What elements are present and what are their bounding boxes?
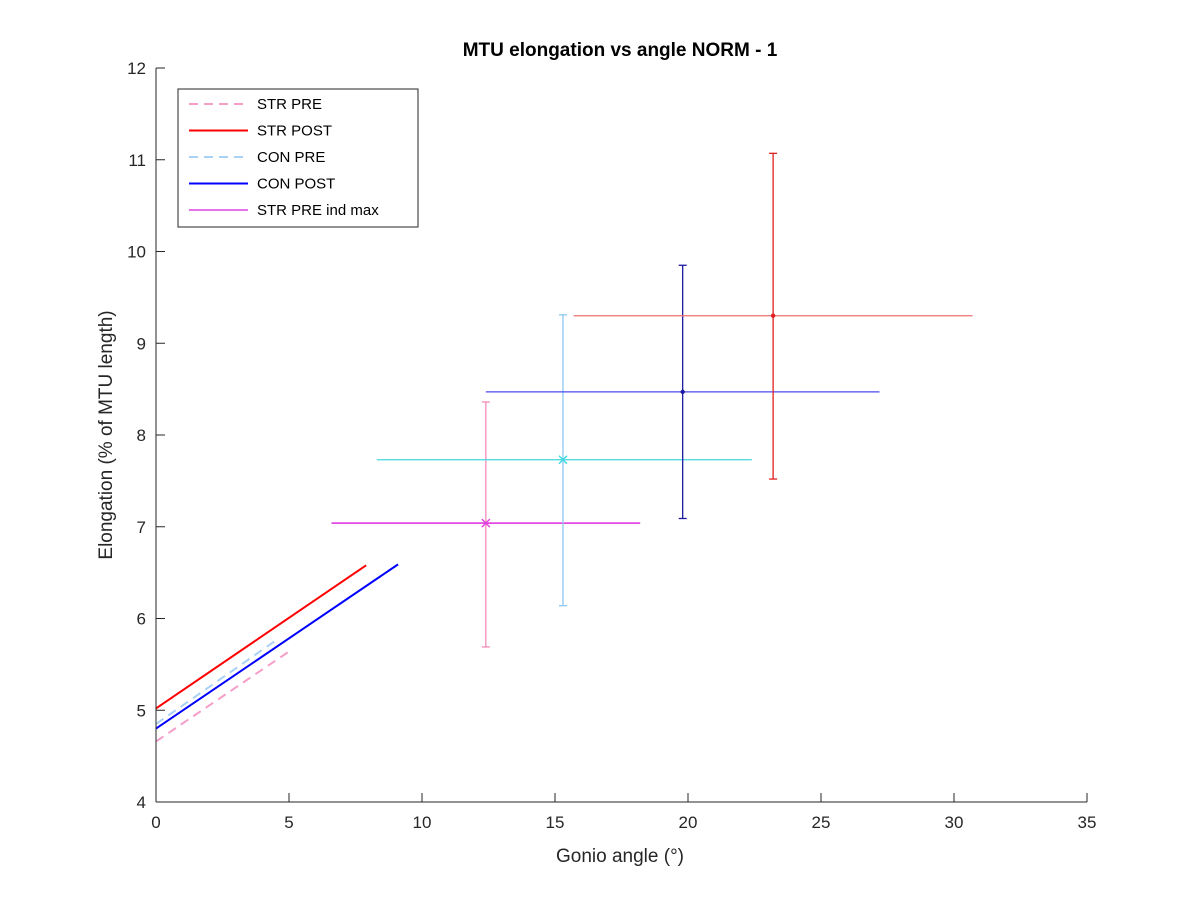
x-tick-label: 5: [284, 813, 293, 832]
plot-area: [155, 152, 973, 743]
x-tick-label: 20: [679, 813, 698, 832]
legend-label-1: STR PRE: [257, 96, 322, 113]
legend: STR PRE STR POST CON PRE CON POST STR PRE in…: [177, 88, 419, 228]
y-tick-label: 8: [137, 426, 146, 445]
y-tick-label: 11: [128, 151, 146, 170]
y-tick-label: 10: [127, 243, 146, 262]
error-point-4: [573, 152, 973, 480]
mean-marker: [481, 518, 491, 528]
error-point-2: [376, 314, 752, 607]
mean-marker: [558, 455, 568, 465]
legend-label-2: STR POST: [257, 123, 332, 140]
series-line-1: [155, 648, 293, 743]
legend-label-3: CON PRE: [257, 149, 325, 166]
y-tick-label: 4: [137, 793, 146, 812]
x-tick-label: 35: [1078, 813, 1097, 832]
error-point-3: [485, 264, 880, 520]
legend-label-4: CON POST: [257, 176, 335, 193]
y-tick-label: 7: [137, 518, 146, 537]
axes: 0 5 10 15 20 25 30 35 4 5 6 7 8 9 10 11 12: [127, 59, 1096, 832]
x-tick-label: 15: [546, 813, 565, 832]
x-tick-label: 25: [812, 813, 831, 832]
legend-box: [177, 88, 419, 228]
mean-marker: [770, 313, 776, 318]
y-tick-label: 6: [137, 610, 146, 629]
x-tick-label: 0: [151, 813, 160, 832]
error-point-1: [331, 401, 641, 648]
series-line-4: [155, 563, 399, 730]
x-tick-label: 10: [413, 813, 432, 832]
legend-label-5: STR PRE ind max: [257, 202, 379, 219]
y-tick-label: 9: [137, 334, 146, 353]
y-axis-label: Elongation (% of MTU length): [96, 310, 117, 559]
y-tick-label: 5: [137, 701, 146, 720]
chart-title: MTU elongation vs angle NORM - 1: [463, 40, 778, 61]
x-tick-label: 30: [945, 813, 964, 832]
x-axis-label: Gonio angle (°): [556, 846, 684, 867]
series-line-2: [155, 564, 367, 710]
series-line-3: [155, 637, 279, 725]
y-tick-label: 12: [127, 59, 146, 78]
mean-marker: [680, 389, 685, 395]
